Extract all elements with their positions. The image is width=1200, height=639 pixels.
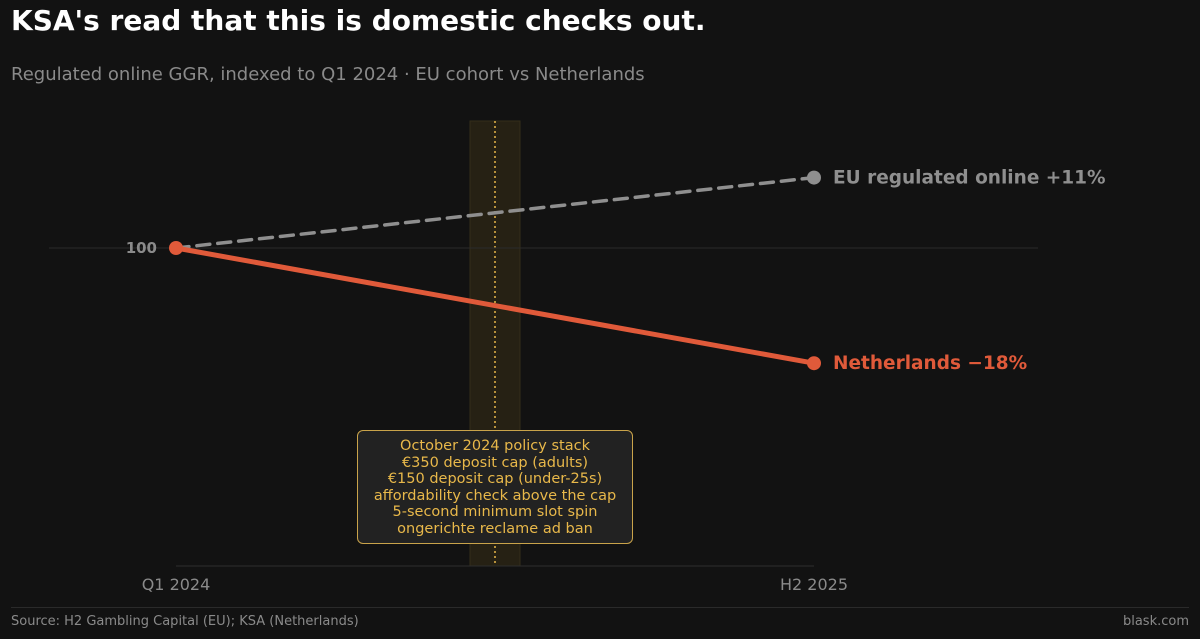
- y-tick-label: 100: [126, 239, 157, 257]
- annotation-line: 5-second minimum slot spin: [392, 504, 598, 521]
- annotation-line: €150 deposit cap (under-25s): [387, 471, 603, 488]
- annotation-line: October 2024 policy stack: [400, 438, 590, 454]
- annotation-line: €350 deposit cap (adults): [401, 454, 589, 471]
- series-line-eu: [174, 175, 816, 250]
- data-point-netherlands-end: [807, 356, 821, 371]
- footer-divider: [11, 607, 1189, 608]
- source-note: Source: H2 Gambling Capital (EU); KSA (N…: [11, 614, 359, 629]
- annotation-line: affordability check above the cap: [373, 487, 617, 504]
- x-tick-label: Q1 2024: [142, 575, 211, 594]
- brand-label: blask.com: [1122, 614, 1189, 629]
- series-label-eu: EU regulated online +11%: [833, 168, 1106, 189]
- chart-title: KSA's read that this is domestic checks …: [11, 4, 706, 37]
- annotation-line: ongerichte reclame ad ban: [397, 520, 593, 537]
- policy-annotation-box: October 2024 policy stack €350 deposit c…: [357, 430, 633, 544]
- data-point-start: [169, 241, 183, 255]
- series-line-netherlands: [173, 245, 817, 366]
- series-label-netherlands: Netherlands −18%: [833, 353, 1027, 374]
- data-point-eu-end: [807, 170, 821, 185]
- x-tick-label: H2 2025: [780, 575, 848, 594]
- chart-subtitle: Regulated online GGR, indexed to Q1 2024…: [11, 64, 645, 85]
